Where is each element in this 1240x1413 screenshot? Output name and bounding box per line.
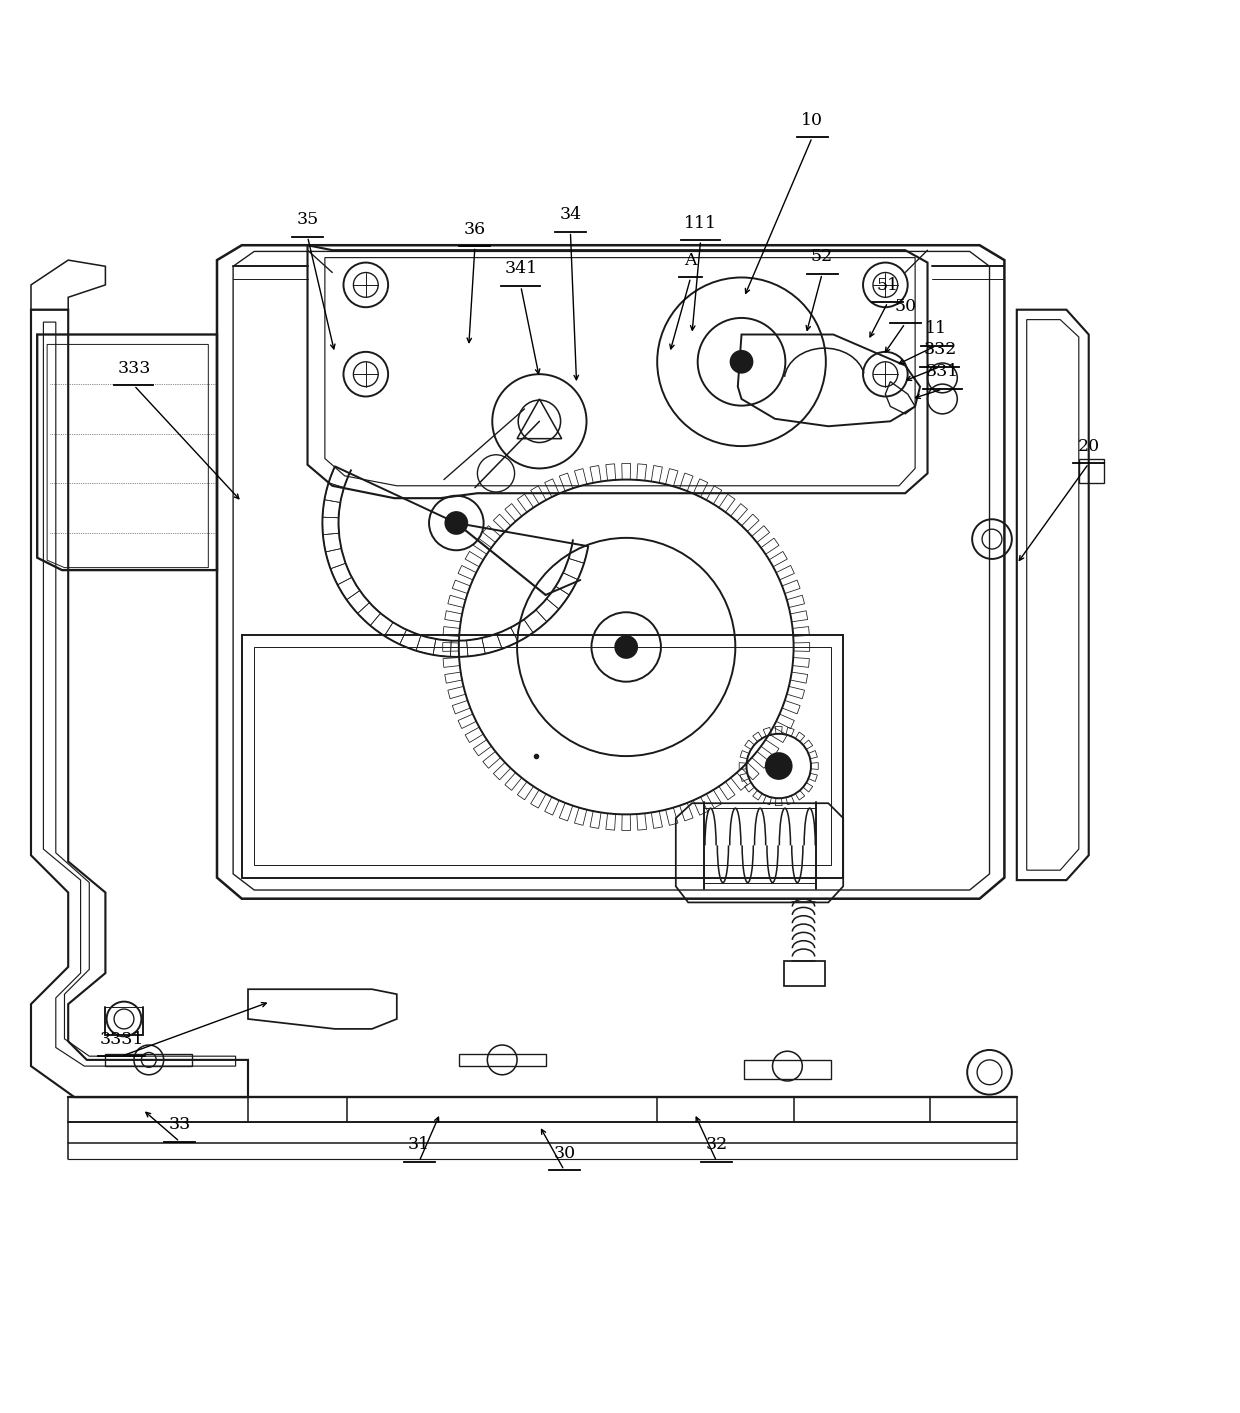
Text: 111: 111 <box>684 215 717 232</box>
Text: 11: 11 <box>925 319 947 336</box>
Text: 341: 341 <box>505 260 537 277</box>
Text: 33: 33 <box>169 1116 191 1133</box>
Text: 333: 333 <box>118 360 150 377</box>
Text: 31: 31 <box>408 1136 430 1153</box>
Circle shape <box>616 637 636 657</box>
Circle shape <box>766 753 791 779</box>
Text: 34: 34 <box>559 206 582 223</box>
Circle shape <box>732 352 751 372</box>
Text: 32: 32 <box>706 1136 728 1153</box>
Text: 50: 50 <box>894 298 916 315</box>
Text: 30: 30 <box>553 1145 575 1161</box>
Text: 20: 20 <box>1078 438 1100 455</box>
Text: A: A <box>684 252 697 268</box>
Circle shape <box>446 513 466 533</box>
Text: 332: 332 <box>924 341 956 357</box>
Text: 331: 331 <box>926 363 959 380</box>
Text: 3331: 3331 <box>99 1030 144 1047</box>
Text: 52: 52 <box>811 249 833 266</box>
Text: 10: 10 <box>801 112 823 129</box>
Text: 51: 51 <box>877 277 899 294</box>
Text: 35: 35 <box>296 211 319 227</box>
Text: 36: 36 <box>464 220 486 237</box>
